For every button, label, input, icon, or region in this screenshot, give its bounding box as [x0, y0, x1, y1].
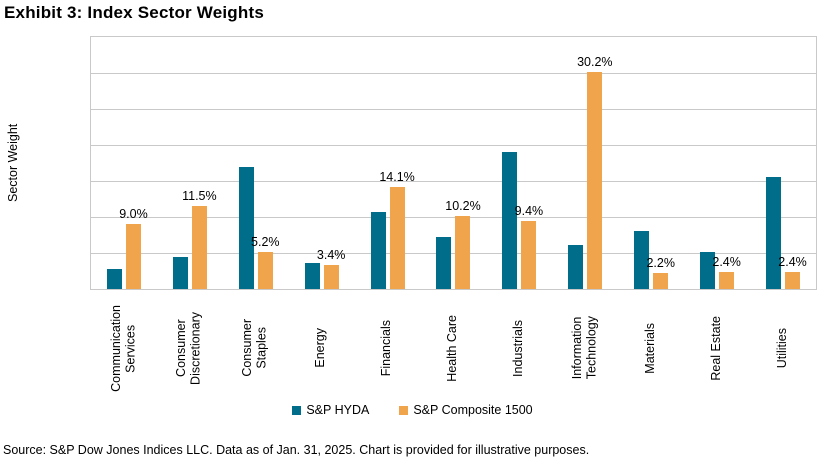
bar-s-p-hyda-health-care [436, 237, 452, 289]
bar-group-information-technology: 30.2% [552, 37, 618, 289]
data-label-industrials: 9.4% [514, 204, 544, 219]
x-label-consumer-discretionary: Consumer Discretionary [156, 294, 222, 402]
x-label-text-real-estate: Real Estate [708, 315, 723, 381]
gridline-30% [91, 73, 816, 74]
chart-title: Exhibit 3: Index Sector Weights [4, 3, 264, 22]
bar-s-p-hyda-utilities [766, 176, 782, 289]
x-label-text-financials: Financials [379, 319, 394, 377]
bar-s-p-composite-1500-consumer-discretionary [191, 206, 207, 289]
bar-s-p-composite-1500-consumer-staples [257, 251, 273, 289]
gridline-5% [91, 253, 816, 254]
data-label-real-estate: 2.4% [712, 254, 741, 269]
legend-label-sp-composite-1500: S&P Composite 1500 [413, 403, 533, 417]
data-label-health-care: 10.2% [445, 198, 481, 213]
bar-s-p-composite-1500-real-estate [719, 271, 735, 289]
data-label-consumer-discretionary: 11.5% [182, 189, 217, 204]
data-label-communication-services: 9.0% [119, 207, 148, 222]
bar-group-financials: 14.1% [355, 37, 421, 289]
bar-group-communication-services: 9.0% [91, 37, 157, 289]
bar-s-p-composite-1500-communication-services [125, 224, 141, 289]
x-label-communication-services: Communication Services [90, 294, 156, 402]
legend-item-sp-composite-1500: S&P Composite 1500 [399, 403, 533, 417]
x-label-financials: Financials [354, 294, 420, 402]
bar-s-p-hyda-energy [304, 263, 320, 289]
x-axis-labels: Communication Services Consumer Discretio… [90, 294, 817, 402]
sp-hyda-swatch-icon [292, 405, 302, 415]
source-note: Source: S&P Dow Jones Indices LLC. Data … [3, 443, 590, 457]
x-label-information-technology: Information Technology [551, 294, 617, 402]
x-label-utilities: Utilities [749, 294, 815, 402]
y-axis-title: Sector Weight [6, 123, 20, 203]
bar-s-p-composite-1500-utilities [785, 271, 801, 289]
data-label-information-technology: 30.2% [577, 54, 613, 69]
bar-s-p-composite-1500-industrials [521, 221, 537, 289]
bar-s-p-composite-1500-financials [389, 187, 405, 289]
legend-label-sp-hyda: S&P HYDA [306, 403, 370, 417]
x-label-health-care: Health Care [420, 294, 486, 402]
bar-s-p-hyda-materials [634, 231, 650, 289]
gridline-25% [91, 109, 816, 110]
x-label-text-consumer-discretionary: Consumer Discretionary [174, 311, 203, 385]
bar-s-p-composite-1500-energy [323, 264, 339, 289]
x-label-text-industrials: Industrials [511, 319, 526, 377]
x-label-text-materials: Materials [643, 322, 658, 374]
x-label-energy: Energy [288, 294, 354, 402]
bar-s-p-composite-1500-information-technology [587, 71, 603, 289]
legend: S&P HYDA S&P Composite 1500 [0, 403, 825, 417]
bar-group-materials: 2.2% [618, 37, 684, 289]
gridline-10% [91, 217, 816, 218]
bar-group-real-estate: 2.4% [684, 37, 750, 289]
bar-s-p-hyda-communication-services [106, 268, 122, 289]
bar-s-p-hyda-information-technology [568, 245, 584, 289]
bar-group-industrials: 9.4% [486, 37, 552, 289]
x-label-real-estate: Real Estate [683, 294, 749, 402]
data-label-materials: 2.2% [646, 256, 675, 271]
bar-group-energy: 3.4% [289, 37, 355, 289]
bar-group-consumer-staples: 5.2% [223, 37, 289, 289]
data-label-utilities: 2.4% [778, 254, 807, 269]
bar-group-utilities: 2.4% [750, 37, 816, 289]
x-label-consumer-staples: Consumer Staples [222, 294, 288, 402]
bar-s-p-composite-1500-health-care [455, 215, 471, 289]
sp-composite-1500-swatch-icon [399, 405, 409, 415]
bar-group-consumer-discretionary: 11.5% [157, 37, 223, 289]
bar-group-health-care: 10.2% [421, 37, 487, 289]
x-label-text-health-care: Health Care [445, 314, 460, 382]
gridline-15% [91, 181, 816, 182]
data-label-financials: 14.1% [379, 170, 415, 185]
data-label-consumer-staples: 5.2% [251, 234, 280, 249]
x-label-text-energy: Energy [313, 328, 328, 368]
gridline-20% [91, 145, 816, 146]
x-label-text-information-technology: Information Technology [569, 316, 599, 380]
bar-s-p-hyda-consumer-discretionary [172, 256, 188, 289]
x-label-text-communication-services: Communication Services [108, 304, 137, 392]
data-label-energy: 3.4% [316, 247, 346, 262]
x-label-industrials: Industrials [485, 294, 551, 402]
bar-s-p-hyda-financials [370, 211, 386, 289]
bar-s-p-hyda-industrials [502, 152, 518, 289]
bar-s-p-composite-1500-materials [653, 273, 669, 289]
bar-s-p-hyda-real-estate [700, 252, 716, 289]
bar-s-p-hyda-consumer-staples [238, 166, 254, 289]
x-label-materials: Materials [617, 294, 683, 402]
x-label-text-utilities: Utilities [774, 327, 789, 369]
plot-area: 9.0% 11.5% 5.2% 3.4% 14.1% 10.2% 9.4% 30.2% 2.2%… [90, 36, 817, 290]
x-label-text-consumer-staples: Consumer Staples [240, 319, 269, 377]
legend-item-sp-hyda: S&P HYDA [292, 403, 369, 417]
